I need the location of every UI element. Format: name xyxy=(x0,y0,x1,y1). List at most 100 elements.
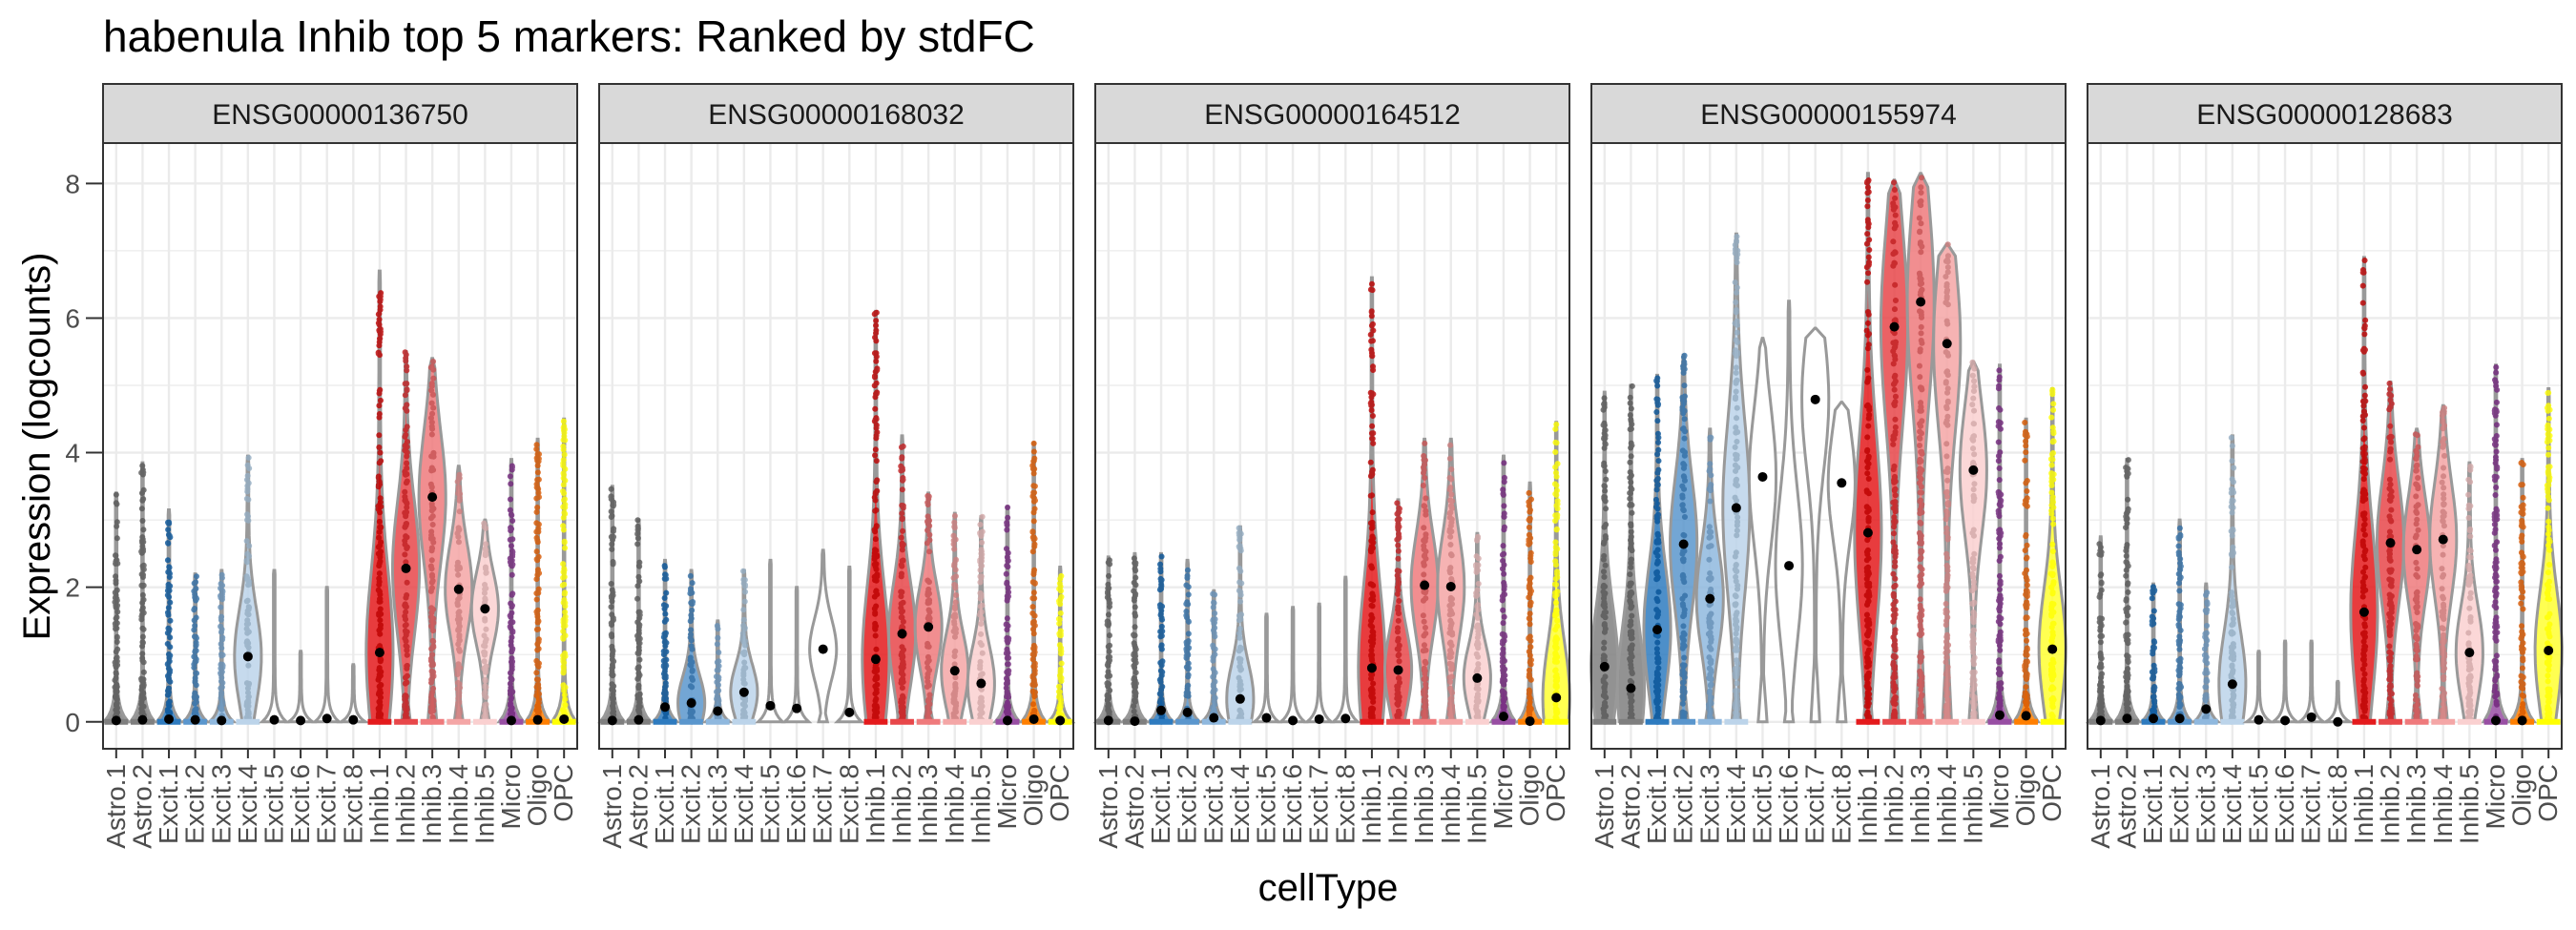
mean-point xyxy=(2412,545,2422,555)
zero-bar xyxy=(1465,718,1489,725)
mean-point xyxy=(792,703,802,713)
jitter-points xyxy=(2491,364,2501,725)
violin-1-6 xyxy=(755,558,786,724)
jitter-points xyxy=(1652,375,1662,725)
x-tick-label: Oligo xyxy=(2507,764,2537,826)
facet-panels: 02468ENSG00000136750Astro.1Astro.2Excit.… xyxy=(65,83,2564,849)
violin-1-14 xyxy=(966,513,996,725)
zero-bar xyxy=(394,718,418,725)
jitter-points xyxy=(375,290,384,725)
violin-3-14 xyxy=(1958,359,1988,725)
mean-point xyxy=(1731,503,1741,513)
violin-2-6 xyxy=(1250,612,1283,724)
mean-point xyxy=(242,651,253,662)
x-tick-label: OPC xyxy=(2037,764,2067,822)
jitter-points xyxy=(454,471,464,725)
x-tick-label: Astro.1 xyxy=(101,764,131,849)
facet-label-1: ENSG00000168032 xyxy=(708,99,965,131)
violin-3-8 xyxy=(1800,326,1831,724)
mean-point xyxy=(2047,644,2058,654)
mean-point xyxy=(2227,679,2237,690)
x-tick-label: OPC xyxy=(1541,764,1570,822)
jitter-points xyxy=(1995,367,2005,724)
x-tick-label: Micro xyxy=(992,764,1022,829)
mean-point xyxy=(2490,715,2501,726)
x-tick-label: Oligo xyxy=(1515,764,1545,826)
violin-2-10 xyxy=(1357,276,1387,725)
x-tick-label: Excit.8 xyxy=(338,764,367,844)
violin-3-0 xyxy=(1589,390,1620,725)
panel-background-2 xyxy=(1095,143,1569,749)
x-tick-label: Excit.7 xyxy=(1800,764,1830,844)
violin-3-5 xyxy=(1721,232,1752,725)
mean-point xyxy=(453,584,464,594)
zero-bar xyxy=(367,718,392,725)
violin-shape xyxy=(2428,403,2459,724)
zero-bar xyxy=(1491,718,1516,725)
violin-shape xyxy=(1329,575,1361,724)
x-tick-label: Excit.8 xyxy=(834,764,863,844)
violin-shape xyxy=(259,568,290,724)
x-tick-label: Astro.1 xyxy=(2086,764,2115,849)
jitter-points xyxy=(2359,258,2369,725)
violin-2-12 xyxy=(1409,437,1440,725)
zero-bar xyxy=(1908,718,1933,725)
x-tick-label: Micro xyxy=(1488,764,1518,829)
facet-strip-1 xyxy=(598,83,1074,144)
violin-4-11 xyxy=(2375,381,2406,725)
violin-4-1 xyxy=(2111,457,2143,725)
x-tick-label: Excit.5 xyxy=(1747,764,1776,844)
violin-3-3 xyxy=(1669,352,1699,725)
jitter-points xyxy=(1551,422,1561,725)
mean-point xyxy=(1498,712,1508,722)
violin-0-12 xyxy=(417,357,447,725)
zero-bar xyxy=(1987,718,2012,725)
violin-4-5 xyxy=(2217,434,2248,725)
mean-point xyxy=(401,563,411,573)
zero-bar xyxy=(2193,718,2218,725)
jitter-points xyxy=(1679,352,1689,725)
jitter-points xyxy=(739,568,749,725)
zero-bar xyxy=(1724,718,1749,725)
mean-point xyxy=(713,706,723,716)
x-tick-label: Excit.8 xyxy=(1330,764,1360,844)
mean-point xyxy=(2358,607,2369,617)
zero-bar xyxy=(1360,718,1384,725)
x-axis-title: cellType xyxy=(1258,867,1399,909)
mean-point xyxy=(374,648,384,658)
mean-point xyxy=(1942,339,1952,349)
x-tick-label: Inhib.3 xyxy=(1905,764,1935,844)
zero-bar xyxy=(916,718,941,725)
zero-bar xyxy=(472,718,497,725)
x-tick-label: Inhib.4 xyxy=(444,764,473,844)
mean-point xyxy=(870,654,881,665)
x-tick-label: Excit.3 xyxy=(1694,764,1724,844)
mean-point xyxy=(1314,713,1324,724)
x-tick-label: Excit.4 xyxy=(1225,764,1255,844)
mean-point xyxy=(2122,713,2132,724)
x-tick-label: Inhib.4 xyxy=(1436,764,1465,844)
zero-bar xyxy=(1961,718,1985,725)
jitter-points xyxy=(1942,241,1952,725)
violin-1-10 xyxy=(861,309,891,725)
zero-bar xyxy=(1935,718,1960,725)
chart-title: habenula Inhib top 5 markers: Ranked by … xyxy=(103,11,1035,61)
violin-0-13 xyxy=(444,465,474,725)
x-tick-label: Excit.2 xyxy=(676,764,706,844)
zero-bar xyxy=(2220,718,2245,725)
jitter-points xyxy=(2123,457,2131,725)
mean-point xyxy=(1156,705,1167,715)
zero-bar xyxy=(890,718,914,725)
jitter-points xyxy=(2544,389,2553,725)
zero-bar xyxy=(1856,718,1880,725)
mean-point xyxy=(111,715,121,726)
violin-shape xyxy=(311,586,343,724)
mean-point xyxy=(1837,478,1847,488)
x-tick-label: Excit.1 xyxy=(1146,764,1175,844)
x-tick-label: Excit.2 xyxy=(180,764,210,844)
violin-3-10 xyxy=(1853,172,1883,725)
mean-point xyxy=(1862,527,1873,538)
facet-strip-2 xyxy=(1094,83,1570,144)
x-tick-label: Excit.6 xyxy=(285,764,315,844)
